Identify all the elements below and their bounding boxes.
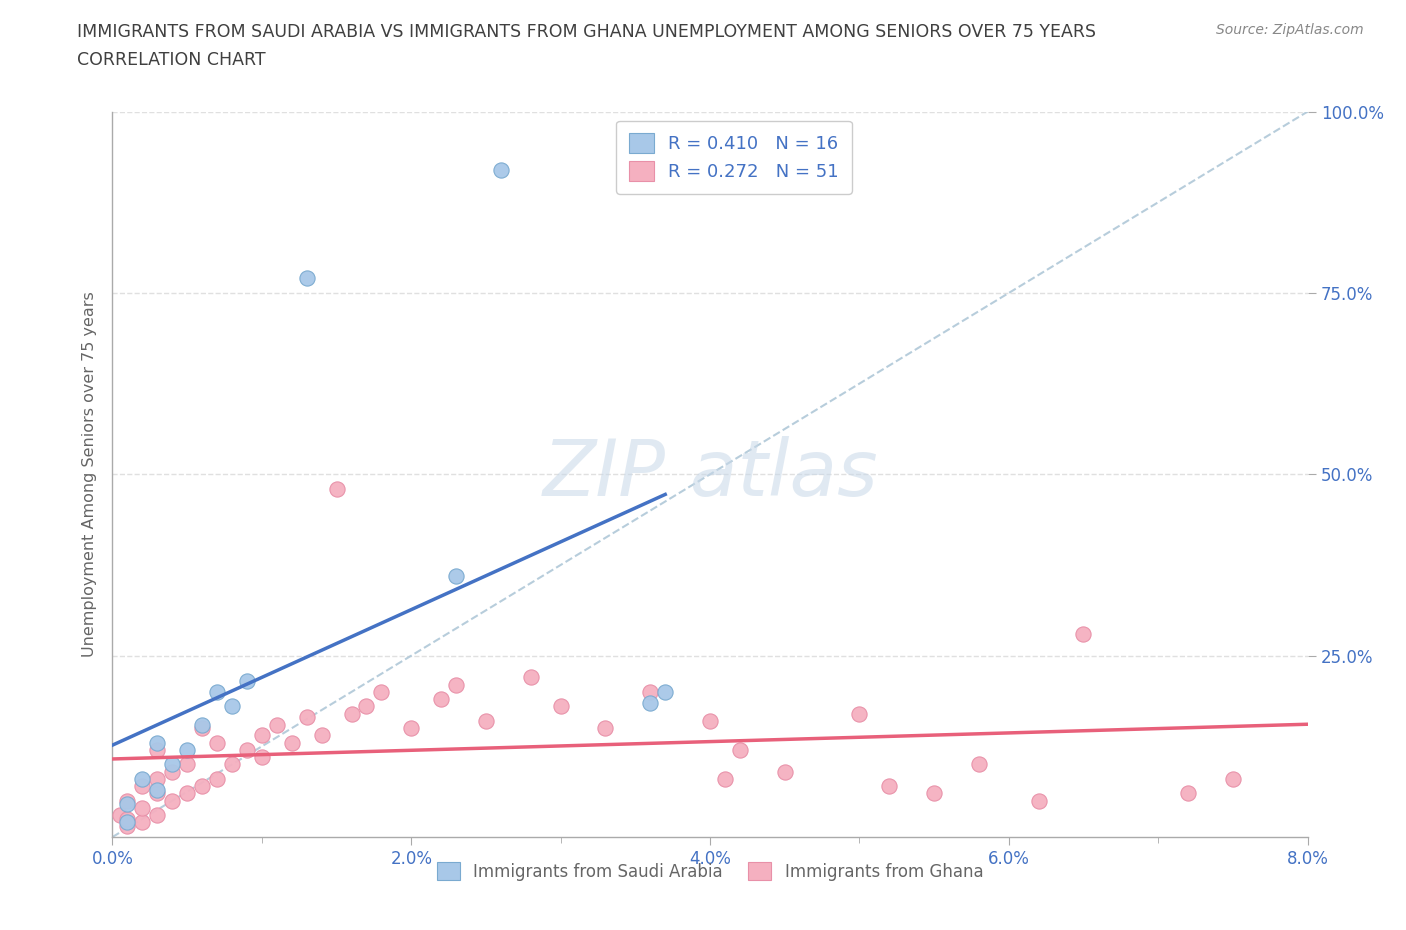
Point [967,757,990,772]
Point [131,801,153,816]
Point [520,670,543,684]
Point [281,736,304,751]
Point [250,750,273,764]
Point [205,736,228,751]
Point [444,568,467,583]
Point [131,778,153,793]
Point [356,699,378,714]
Point [131,772,153,787]
Point [550,699,572,714]
Point [1222,772,1244,787]
Point [370,684,392,699]
Text: Source: ZipAtlas.com: Source: ZipAtlas.com [1216,23,1364,37]
Legend: Immigrants from Saudi Arabia, Immigrants from Ghana: Immigrants from Saudi Arabia, Immigrants… [423,848,997,894]
Text: IMMIGRANTS FROM SAUDI ARABIA VS IMMIGRANTS FROM GHANA UNEMPLOYMENT AMONG SENIORS: IMMIGRANTS FROM SAUDI ARABIA VS IMMIGRAN… [77,23,1097,41]
Point [117,797,139,812]
Point [266,717,288,732]
Point [146,772,169,787]
Point [205,772,228,787]
Point [146,808,169,823]
Text: ZIP atlas: ZIP atlas [543,436,877,512]
Point [176,786,198,801]
Point [117,811,139,827]
Point [401,721,423,736]
Point [146,742,169,757]
Y-axis label: Unemployment Among Seniors over 75 years: Unemployment Among Seniors over 75 years [82,291,97,658]
Point [221,699,243,714]
Point [117,818,139,833]
Point [146,786,169,801]
Point [205,684,228,699]
Point [191,717,214,732]
Point [295,710,318,724]
Point [146,736,169,751]
Point [162,764,183,779]
Point [430,692,453,707]
Point [922,786,945,801]
Point [117,815,139,830]
Point [236,673,259,688]
Point [131,815,153,830]
Point [117,793,139,808]
Point [640,684,662,699]
Point [640,696,662,711]
Point [250,728,273,743]
Point [191,778,214,793]
Point [221,757,243,772]
Point [444,677,467,692]
Point [295,271,318,286]
Point [108,808,131,823]
Point [728,742,751,757]
Point [176,757,198,772]
Point [699,713,721,728]
Point [176,742,198,757]
Point [1073,627,1095,642]
Point [1177,786,1199,801]
Point [848,706,870,721]
Point [191,721,214,736]
Point [340,706,363,721]
Point [162,757,183,772]
Point [714,772,737,787]
Point [311,728,333,743]
Point [162,793,183,808]
Point [325,482,347,497]
Point [1028,793,1050,808]
Point [773,764,796,779]
Point [475,713,498,728]
Point [654,684,676,699]
Text: CORRELATION CHART: CORRELATION CHART [77,51,266,69]
Point [146,782,169,797]
Point [877,778,901,793]
Point [595,721,617,736]
Point [236,742,259,757]
Point [489,162,512,177]
